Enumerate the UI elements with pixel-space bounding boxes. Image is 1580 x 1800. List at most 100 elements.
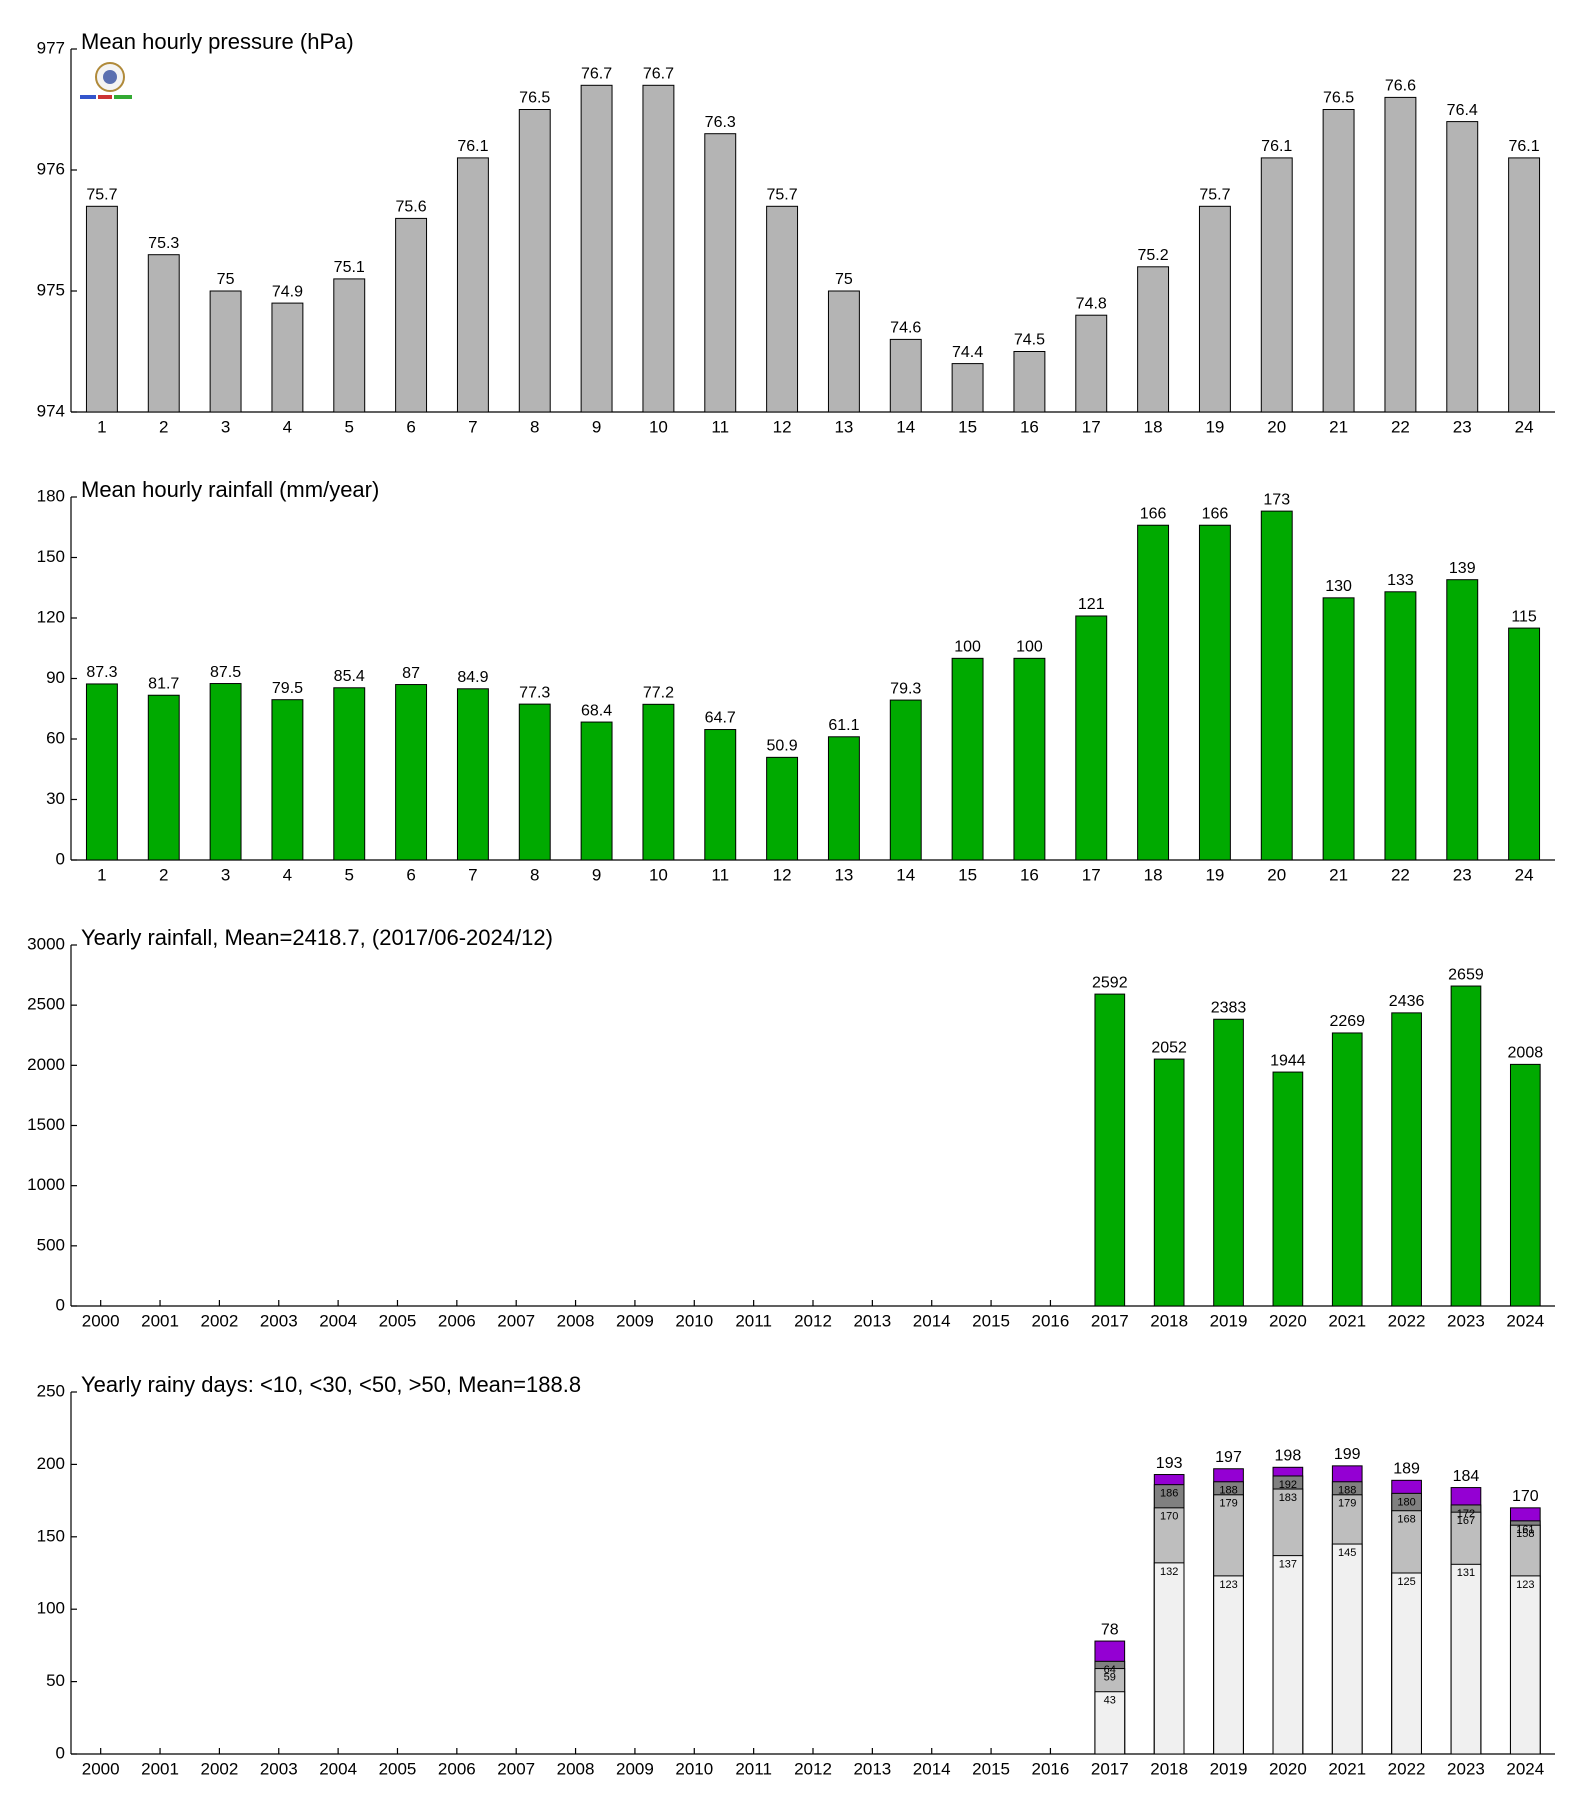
bar (1137, 524, 1170, 861)
bar (1450, 985, 1482, 1307)
y-tick-label: 0 (56, 849, 65, 868)
x-tick-label: 2023 (1447, 1311, 1485, 1330)
bar (1384, 591, 1417, 861)
value-label: 179 (1219, 1498, 1237, 1510)
value-label: 188 (1338, 1485, 1356, 1497)
x-tick-label: 2000 (82, 1759, 120, 1778)
bar (456, 157, 489, 413)
bar (85, 205, 118, 413)
bar (1391, 1012, 1422, 1307)
x-tick-label: 24 (1515, 865, 1534, 884)
y-tick-label: 120 (37, 607, 65, 626)
bar (1384, 96, 1417, 413)
bar (1391, 1572, 1422, 1755)
y-tick-label: 250 (37, 1381, 65, 1400)
value-label: 179 (1338, 1498, 1356, 1510)
bar (333, 687, 366, 861)
value-label: 76.7 (643, 66, 674, 83)
x-tick-label: 2000 (82, 1311, 120, 1330)
value-label: 76.1 (1509, 138, 1540, 155)
value-label: 87 (402, 665, 420, 682)
x-tick-label: 5 (345, 865, 354, 884)
x-tick-label: 9 (592, 417, 601, 436)
bar (1272, 1555, 1304, 1755)
x-tick-label: 7 (468, 417, 477, 436)
value-label: 100 (954, 639, 981, 656)
value-label: 123 (1219, 1579, 1237, 1591)
value-label: 167 (1457, 1515, 1475, 1527)
bar (1322, 597, 1355, 861)
y-tick-label: 60 (46, 728, 65, 747)
value-label: 2436 (1389, 993, 1425, 1010)
value-label: 75 (217, 271, 235, 288)
value-label: 166 (1140, 505, 1167, 522)
x-tick-label: 2012 (794, 1311, 832, 1330)
x-tick-label: 2 (159, 865, 168, 884)
x-tick-label: 10 (649, 417, 668, 436)
bar (1075, 314, 1108, 413)
bar (642, 84, 675, 413)
value-label: 2008 (1508, 1045, 1544, 1062)
x-tick-label: 21 (1329, 417, 1348, 436)
value-label: 81.7 (148, 675, 179, 692)
value-label: 50.9 (767, 738, 798, 755)
x-tick-label: 3 (221, 865, 230, 884)
value-label: 78 (1101, 1621, 1119, 1638)
x-tick-label: 2018 (1150, 1311, 1188, 1330)
value-label: 61.1 (828, 717, 859, 734)
value-label: 75.6 (396, 199, 427, 216)
value-label: 186 (1160, 1488, 1178, 1500)
y-tick-label: 0 (56, 1743, 65, 1762)
x-tick-label: 18 (1144, 417, 1163, 436)
x-tick-label: 6 (406, 417, 415, 436)
value-label: 87.5 (210, 664, 241, 681)
bar (1013, 351, 1046, 413)
y-tick-label: 1500 (27, 1115, 65, 1134)
value-label: 75.7 (1199, 187, 1230, 204)
x-tick-label: 2011 (735, 1759, 772, 1778)
x-tick-label: 2016 (1032, 1311, 1070, 1330)
bar (1094, 993, 1126, 1307)
x-tick-label: 2001 (141, 1311, 179, 1330)
y-tick-label: 180 (37, 486, 65, 505)
value-label: 2659 (1448, 966, 1484, 983)
x-tick-label: 18 (1144, 865, 1163, 884)
value-label: 172 (1457, 1508, 1475, 1520)
x-tick-label: 2013 (853, 1311, 891, 1330)
bar (580, 84, 613, 413)
value-label: 130 (1325, 578, 1352, 595)
bar (209, 290, 242, 413)
x-tick-label: 13 (834, 865, 853, 884)
x-tick-label: 2009 (616, 1311, 654, 1330)
value-label: 123 (1516, 1579, 1534, 1591)
bar (1260, 510, 1293, 861)
bar (1137, 266, 1170, 413)
y-tick-label: 0 (56, 1295, 65, 1314)
y-tick-label: 150 (37, 547, 65, 566)
value-label: 170 (1512, 1488, 1539, 1505)
bar (1446, 121, 1479, 413)
bar (827, 290, 860, 413)
x-tick-label: 2020 (1269, 1311, 1307, 1330)
value-label: 189 (1393, 1461, 1420, 1478)
x-tick-label: 2006 (438, 1759, 476, 1778)
value-label: 77.2 (643, 685, 674, 702)
x-tick-label: 2015 (972, 1311, 1010, 1330)
x-tick-label: 23 (1453, 865, 1472, 884)
x-tick-label: 20 (1267, 865, 1286, 884)
value-label: 192 (1279, 1479, 1297, 1491)
x-tick-label: 2024 (1506, 1759, 1544, 1778)
x-tick-label: 2002 (200, 1311, 238, 1330)
x-tick-label: 8 (530, 865, 539, 884)
bar (951, 657, 984, 861)
bar (1508, 627, 1541, 861)
bar (1013, 657, 1046, 861)
x-tick-label: 2023 (1447, 1759, 1485, 1778)
value-label: 74.4 (952, 344, 983, 361)
x-tick-label: 11 (711, 865, 729, 884)
bar (951, 363, 984, 413)
value-label: 75.2 (1138, 247, 1169, 264)
y-tick-label: 976 (37, 159, 65, 178)
value-label: 137 (1279, 1559, 1297, 1571)
